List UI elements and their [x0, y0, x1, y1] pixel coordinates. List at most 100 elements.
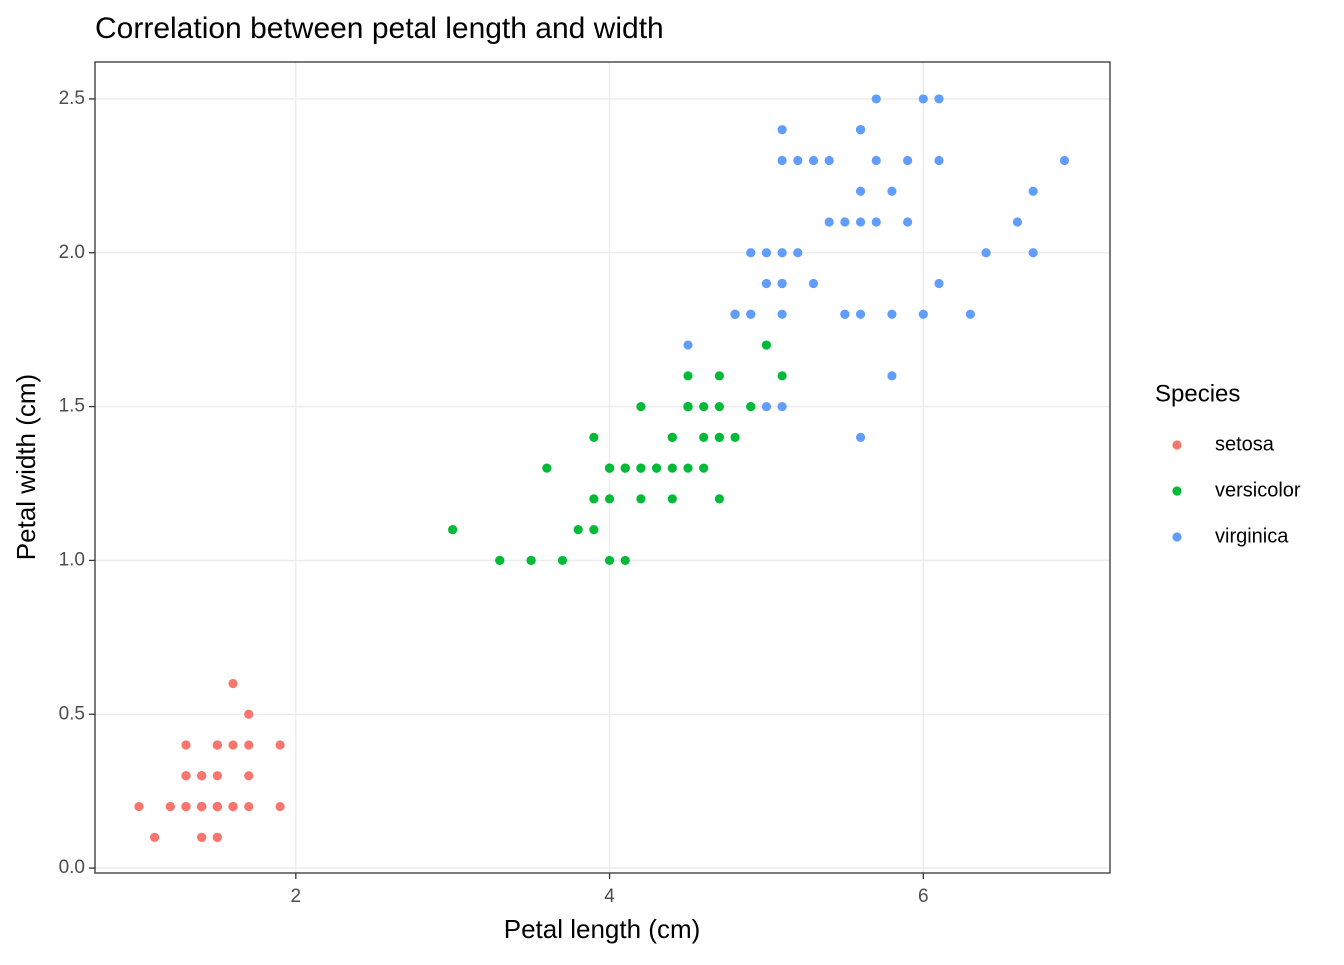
point [903, 155, 913, 166]
point [903, 217, 913, 227]
point [871, 155, 881, 166]
point [652, 463, 662, 473]
point [604, 555, 615, 566]
point [777, 248, 787, 258]
point [150, 832, 160, 842]
point [181, 740, 191, 750]
point [824, 155, 834, 166]
point [714, 432, 724, 442]
point [887, 371, 897, 381]
point [746, 401, 756, 412]
point [793, 155, 803, 166]
point [777, 401, 787, 412]
legend-label: setosa [1215, 433, 1275, 455]
point [887, 309, 897, 319]
point [636, 401, 646, 412]
point [714, 401, 724, 412]
point [714, 494, 724, 504]
point [918, 309, 928, 319]
point [714, 371, 724, 381]
point [197, 832, 207, 842]
point [275, 801, 285, 812]
point [730, 309, 740, 319]
point [1012, 217, 1023, 227]
point [840, 309, 850, 319]
chart-title: Correlation between petal length and wid… [95, 12, 664, 45]
y-axis-label: Petal width (cm) [11, 374, 41, 560]
point [683, 371, 693, 381]
legend-title: Species [1155, 380, 1240, 407]
point [761, 340, 772, 350]
point [934, 155, 944, 166]
point [855, 125, 866, 135]
point [620, 463, 630, 473]
point [746, 248, 756, 258]
legend-marker [1172, 532, 1182, 542]
x-tick-label: 2 [291, 886, 302, 907]
point [604, 463, 615, 473]
point [589, 525, 599, 535]
point [134, 801, 144, 812]
point [589, 432, 599, 442]
point [448, 525, 458, 535]
point [589, 494, 599, 504]
point [1059, 155, 1070, 166]
point [228, 801, 238, 812]
point [275, 740, 285, 750]
point [181, 771, 191, 781]
point [761, 248, 772, 258]
point [620, 555, 630, 566]
point [1028, 248, 1038, 258]
y-tick-label: 2.0 [59, 242, 85, 263]
point [871, 217, 881, 227]
point [197, 771, 207, 781]
point [542, 463, 552, 473]
y-tick-label: 1.0 [59, 549, 85, 570]
point [855, 309, 866, 319]
point [808, 155, 819, 166]
y-tick-label: 1.5 [59, 396, 85, 417]
point [699, 401, 709, 412]
point [212, 740, 222, 750]
point [667, 494, 677, 504]
y-tick-label: 2.5 [59, 88, 85, 109]
point [777, 125, 787, 135]
point [495, 555, 505, 566]
point [212, 771, 222, 781]
point [777, 371, 787, 381]
point [824, 217, 834, 227]
legend-label: virginica [1215, 525, 1289, 547]
legend-label: versicolor [1215, 479, 1301, 501]
point [746, 309, 756, 319]
point [855, 186, 866, 196]
point [212, 801, 222, 812]
x-axis-label: Petal length (cm) [504, 914, 701, 944]
point [244, 740, 254, 750]
point [981, 248, 991, 258]
point [1028, 186, 1038, 196]
y-tick-label: 0.0 [59, 857, 85, 878]
point [965, 309, 975, 319]
point [918, 94, 928, 104]
point [761, 401, 772, 412]
point [526, 555, 536, 566]
point [573, 525, 583, 535]
point [730, 432, 740, 442]
point [683, 401, 693, 412]
point [887, 186, 897, 196]
point [636, 494, 646, 504]
point [808, 278, 819, 289]
point [228, 740, 238, 750]
point [777, 155, 787, 166]
legend-marker [1172, 486, 1182, 496]
point [244, 801, 254, 812]
y-tick-label: 0.5 [59, 703, 85, 724]
point [667, 432, 677, 442]
point [636, 463, 646, 473]
point [761, 278, 772, 289]
point [777, 309, 787, 319]
point [604, 494, 615, 504]
point [777, 278, 787, 289]
point [244, 709, 254, 719]
point [197, 801, 207, 812]
